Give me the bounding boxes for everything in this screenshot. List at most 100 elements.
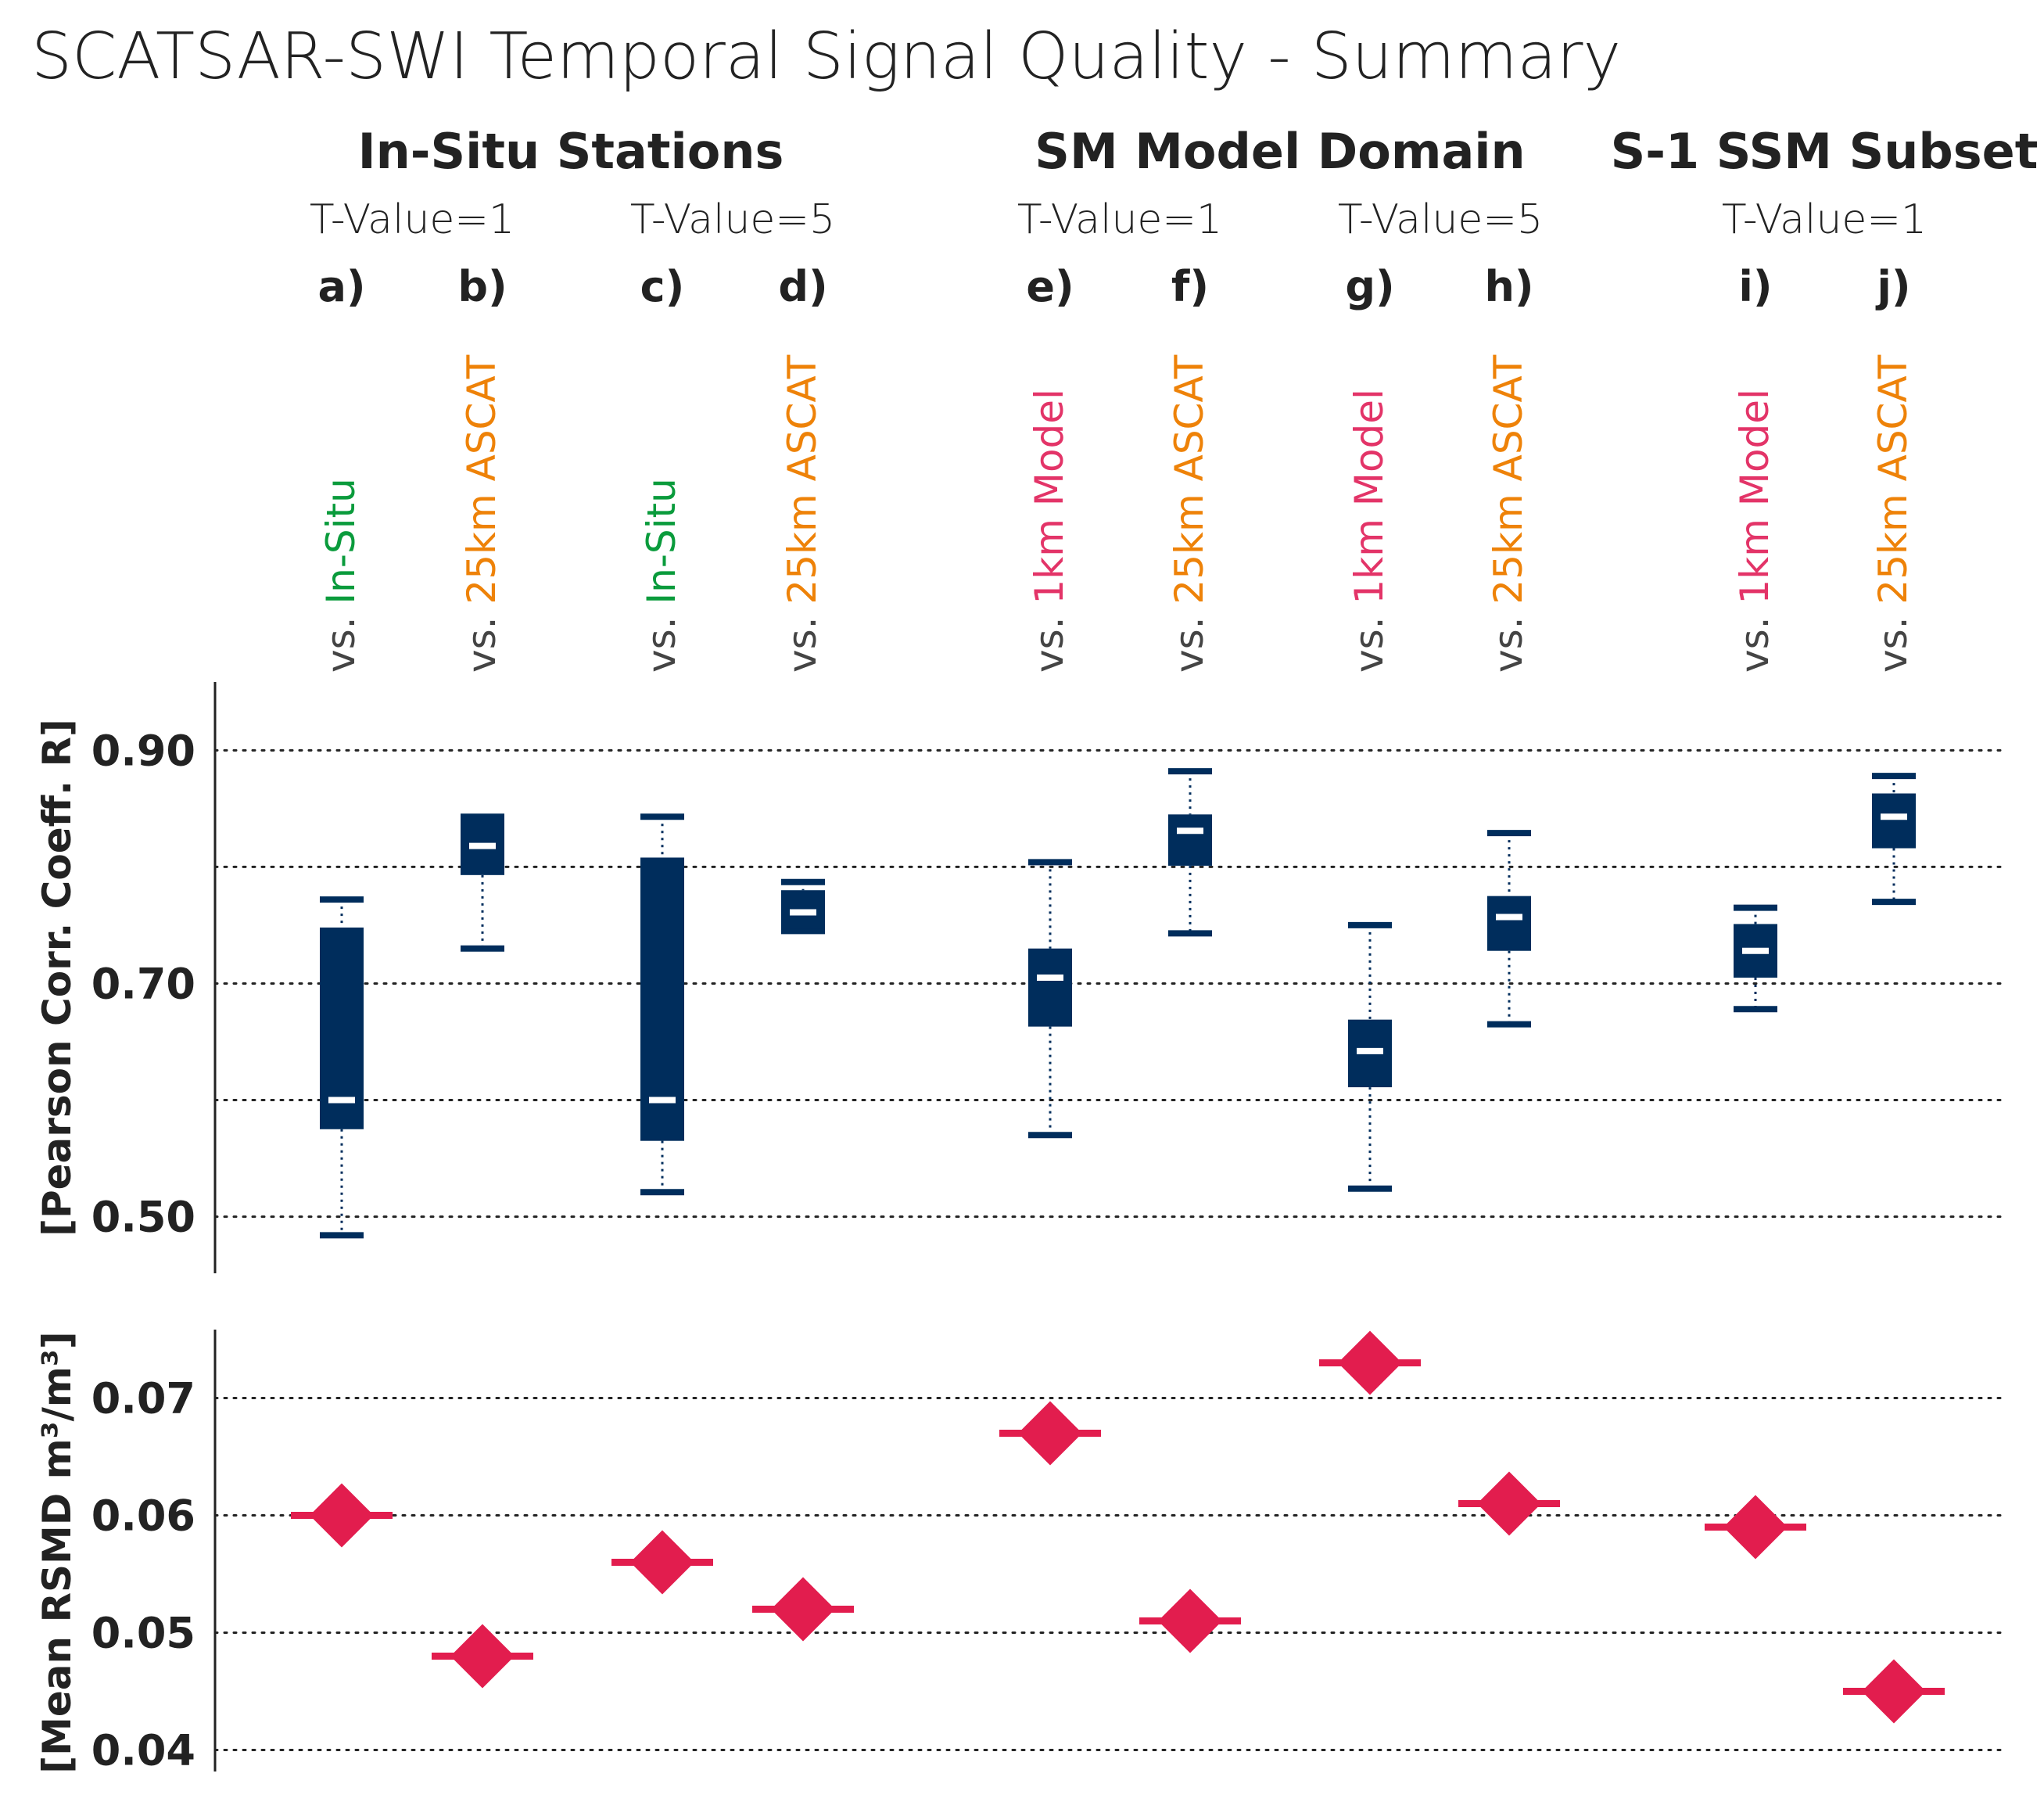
vs-label: vs. [1486, 605, 1531, 673]
box-iqr [1487, 896, 1531, 951]
box-iqr [1872, 793, 1916, 849]
rsmd-marker-j [1843, 1659, 1945, 1724]
box-c [640, 813, 684, 1196]
category-letter-c: c) [640, 262, 685, 311]
group-label-in-situ-stations: In-Situ Stations [358, 123, 784, 180]
rsmd-y-axis-label: [Mean RSMD m³/m³] [34, 1331, 80, 1774]
category-letter-e: e) [1026, 262, 1074, 311]
correlation-y-axis-label: [Pearson Corr. Coeff. R] [34, 719, 80, 1237]
vs-label: vs. [639, 605, 684, 673]
y-tick-label: 0.06 [91, 1491, 195, 1541]
rsmd-marker-e [999, 1401, 1101, 1466]
rsmd-y-tick-labels: 0.04 0.05 0.06 0.07 [91, 1374, 195, 1775]
comparison-target-label: 1km Model [1027, 389, 1072, 605]
correlation-boxplot-panel: 0.50 0.70 0.90 [Pearson Corr. Coeff. R] [34, 682, 2003, 1273]
correlation-gridlines [213, 748, 2003, 1219]
category-label-h: vs. 25km ASCAT [1486, 354, 1531, 673]
rsmd-diamond [771, 1577, 835, 1642]
rsmd-diamond [1158, 1588, 1222, 1653]
y-tick-label: 0.50 [91, 1193, 195, 1242]
category-label-d: vs. 25km ASCAT [780, 354, 825, 673]
rsmd-gridlines [213, 1397, 2003, 1751]
rsmd-marker-c [611, 1530, 713, 1595]
comparison-target-label: 25km ASCAT [780, 354, 825, 604]
box-h [1487, 830, 1531, 1028]
rsmd-marker-i [1705, 1495, 1806, 1560]
box-e [1028, 859, 1072, 1139]
comparison-target-label: 1km Model [1732, 389, 1777, 605]
comparison-target-label: 25km ASCAT [1486, 354, 1531, 604]
rsmd-diamond [630, 1530, 694, 1595]
comparison-target-label: In-Situ [639, 478, 684, 604]
category-letter-i: i) [1738, 262, 1772, 311]
y-tick-label: 0.05 [91, 1609, 195, 1658]
tvalue-label-model-5: T-Value=5 [1338, 196, 1543, 243]
category-label-g: vs. 1km Model [1347, 389, 1392, 673]
rsmd-scatter-panel: 0.04 0.05 0.06 0.07 [Mean RSMD m³/m³] [34, 1330, 2003, 1775]
rsmd-marker-b [432, 1624, 533, 1689]
y-tick-label: 0.70 [91, 959, 195, 1008]
group-label-sm-model-domain: SM Model Domain [1035, 123, 1525, 180]
box-iqr [1168, 814, 1212, 866]
comparison-target-label: In-Situ [318, 478, 364, 604]
rsmd-diamond [1477, 1471, 1541, 1536]
category-label-e: vs. 1km Model [1027, 389, 1072, 673]
figure-title: SCATSAR-SWI Temporal Signal Quality - Su… [31, 20, 1621, 94]
group-label-s1-ssm-subset: S-1 SSM Subset [1611, 123, 2039, 180]
category-letter-a: a) [317, 262, 365, 311]
box-d [781, 878, 825, 935]
category-label-c: vs. In-Situ [639, 478, 684, 673]
box-g [1348, 921, 1392, 1192]
comparison-target-label: 25km ASCAT [1870, 354, 1916, 604]
correlation-boxes [320, 768, 1916, 1239]
vs-label: vs. [1732, 605, 1777, 673]
rsmd-marker-h [1458, 1471, 1560, 1536]
box-a [320, 896, 364, 1239]
category-letter-g: g) [1345, 262, 1394, 311]
category-letter-f: f) [1171, 262, 1209, 311]
rsmd-marker-d [752, 1577, 854, 1642]
category-label-j: vs. 25km ASCAT [1870, 354, 1916, 673]
y-tick-label: 0.04 [91, 1726, 195, 1775]
box-iqr [1028, 948, 1072, 1027]
vs-label: vs. [1347, 605, 1392, 673]
category-label-b: vs. 25km ASCAT [459, 354, 504, 673]
comparison-target-label: 25km ASCAT [1167, 354, 1212, 604]
category-letter-b: b) [457, 262, 507, 311]
vs-label: vs. [780, 605, 825, 673]
vs-label: vs. [459, 605, 504, 673]
category-letter-d: d) [778, 262, 827, 311]
vs-label: vs. [1167, 605, 1212, 673]
comparison-target-label: 25km ASCAT [459, 354, 504, 604]
category-letter-h: h) [1484, 262, 1533, 311]
box-iqr [320, 927, 364, 1129]
y-tick-label: 0.90 [91, 726, 195, 775]
category-label-f: vs. 25km ASCAT [1167, 354, 1212, 673]
category-label-i: vs. 1km Model [1732, 389, 1777, 673]
rsmd-marker-f [1139, 1588, 1241, 1653]
tvalue-label-s1-1: T-Value=1 [1722, 196, 1927, 243]
rsmd-diamond [1723, 1495, 1788, 1560]
vs-label: vs. [1027, 605, 1072, 673]
comparison-target-label: 1km Model [1347, 389, 1392, 605]
rsmd-diamond [310, 1483, 374, 1548]
correlation-y-tick-labels: 0.50 0.70 0.90 [91, 726, 195, 1241]
box-b [461, 813, 504, 952]
rsmd-diamond [1018, 1401, 1082, 1466]
box-j [1872, 773, 1916, 906]
vs-label: vs. [1870, 605, 1916, 673]
tvalue-label-model-1: T-Value=1 [1017, 196, 1222, 243]
rsmd-diamond [450, 1624, 515, 1689]
vs-label: vs. [318, 605, 364, 673]
tvalue-label-in-situ-1: T-Value=1 [310, 196, 515, 243]
rsmd-diamond-markers [291, 1330, 1945, 1724]
box-i [1734, 904, 1777, 1013]
rsmd-marker-g [1319, 1330, 1421, 1395]
box-f [1168, 768, 1212, 937]
rsmd-diamond [1862, 1659, 1926, 1724]
y-tick-label: 0.07 [91, 1374, 195, 1423]
box-iqr [640, 857, 684, 1141]
rsmd-marker-a [291, 1483, 393, 1548]
rsmd-diamond [1338, 1330, 1402, 1395]
